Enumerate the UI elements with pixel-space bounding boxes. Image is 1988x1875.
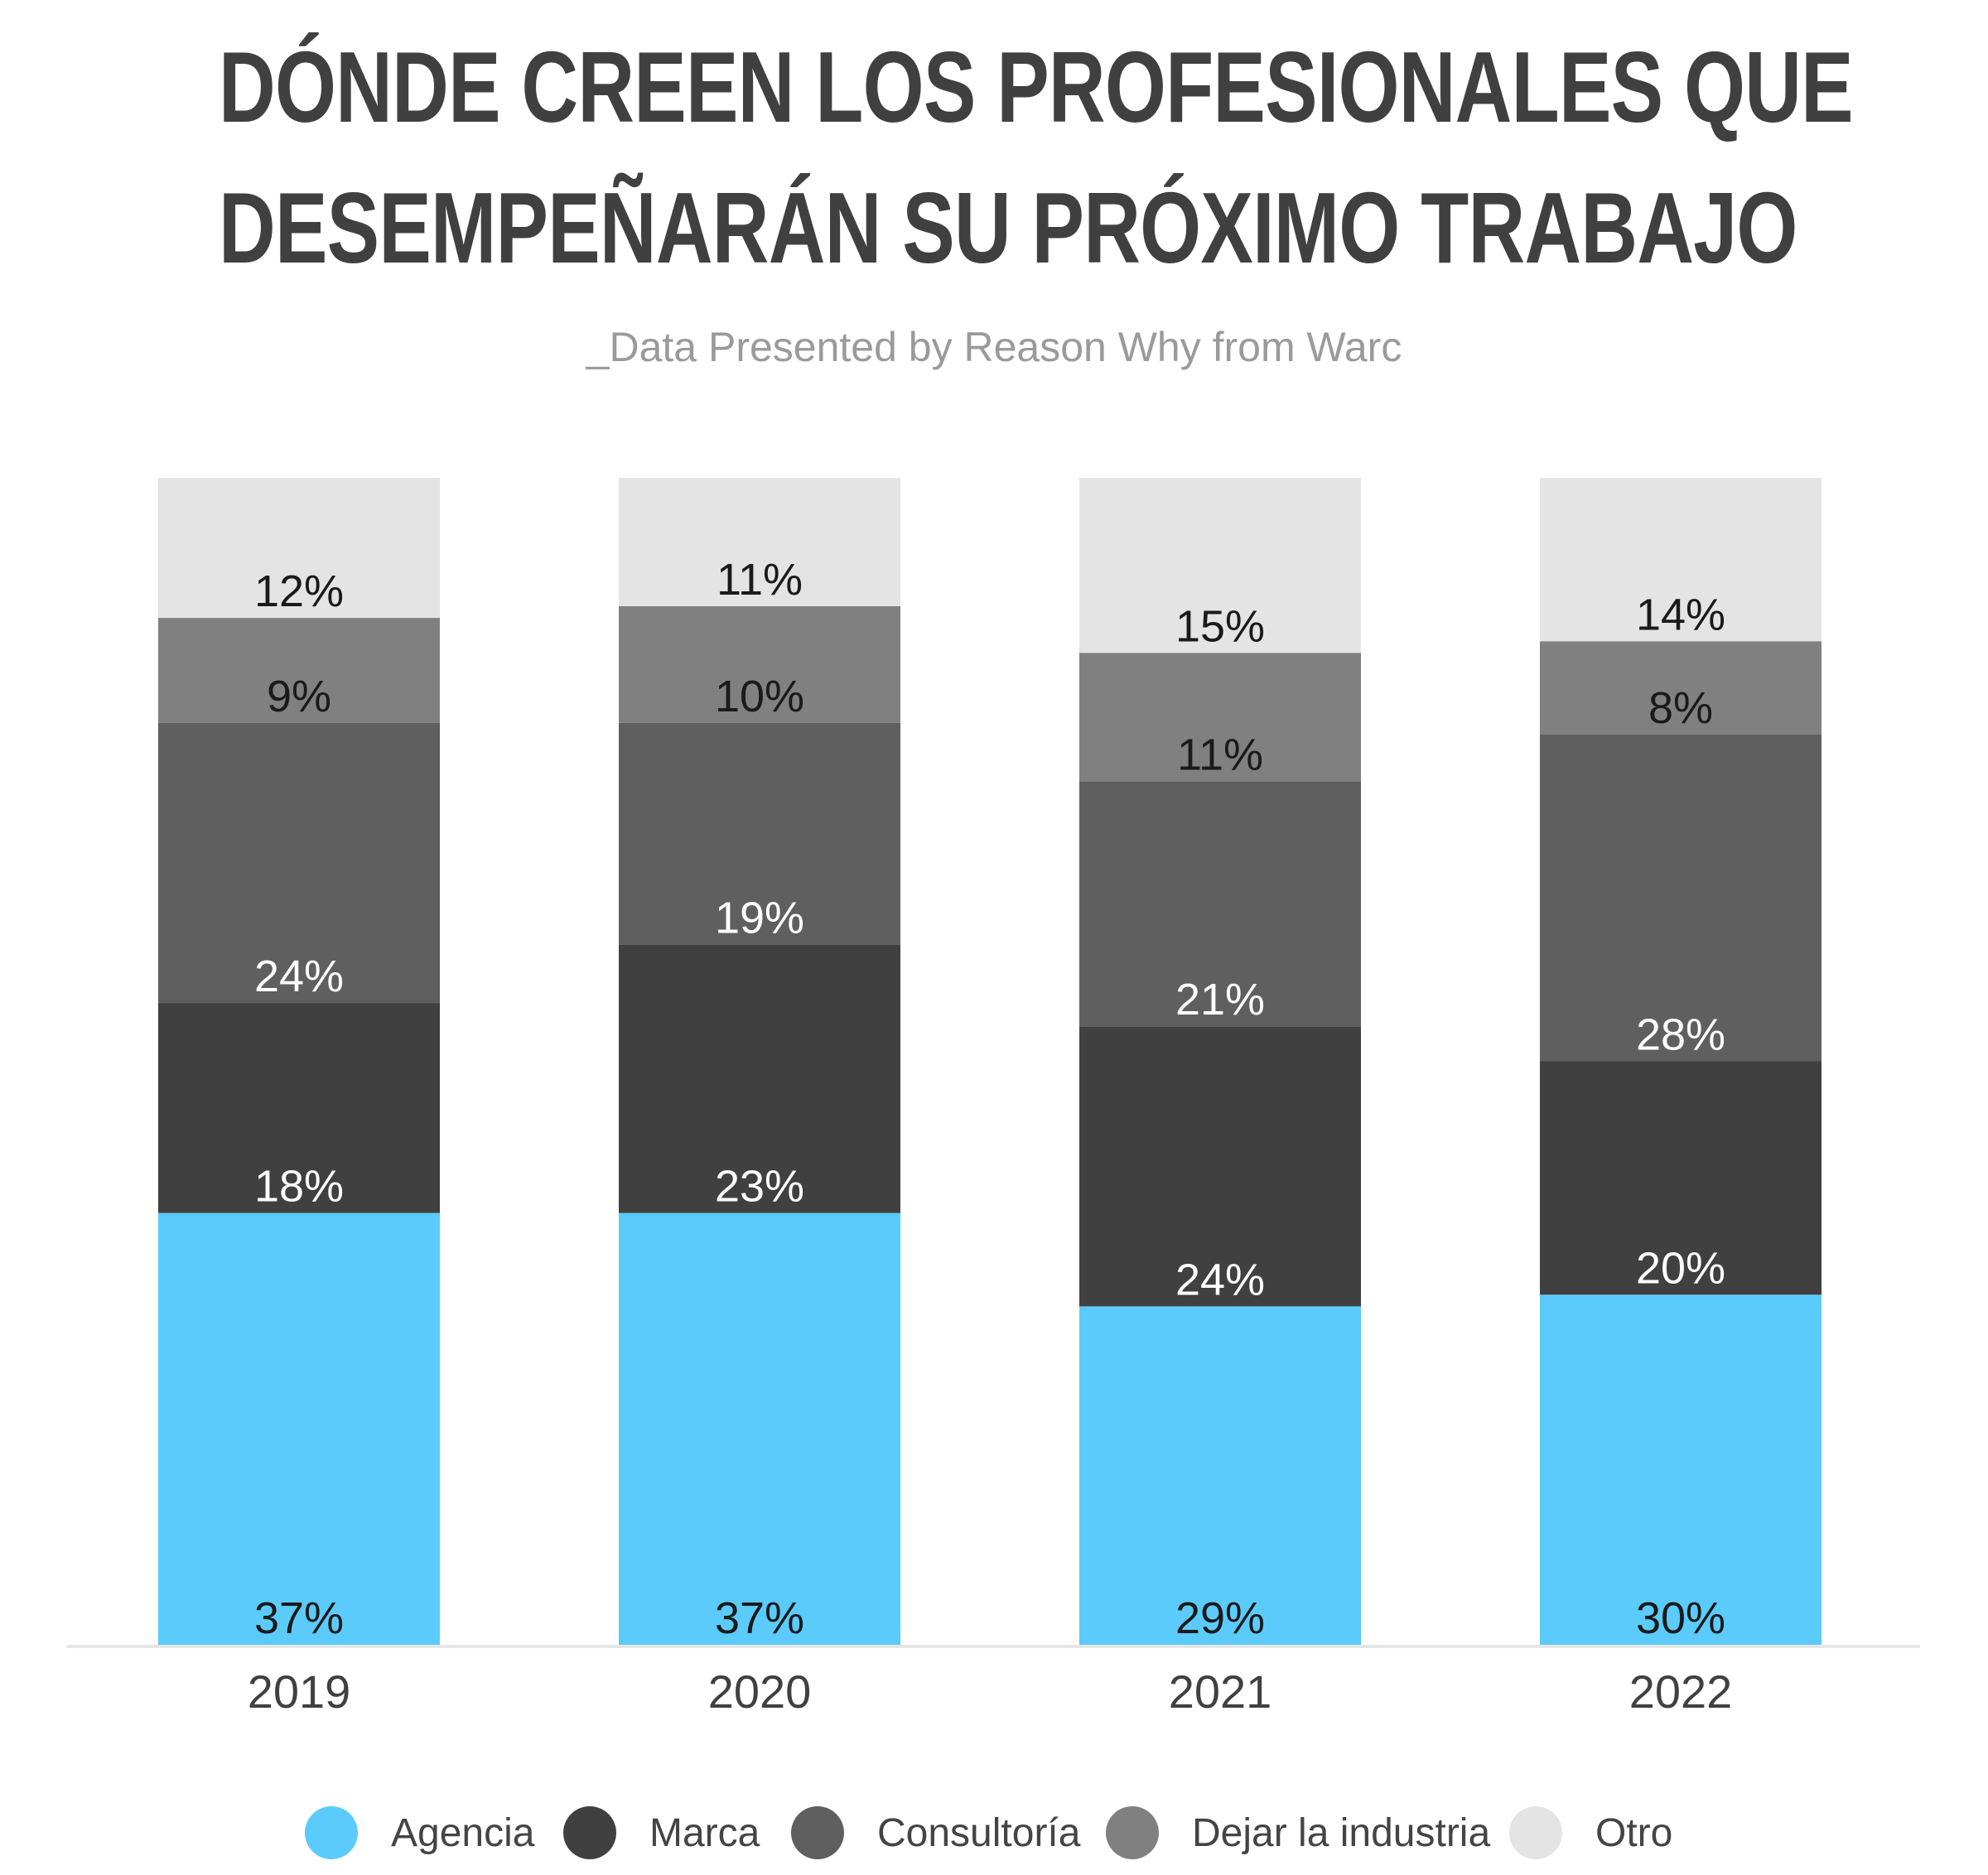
legend-label-dejar-la-industria: Dejar la industria [1192, 1810, 1491, 1855]
bar-segment-dejar-la-industria-2019 [158, 618, 440, 723]
data-label-otro-2021: 15% [1175, 601, 1265, 651]
x-tick-label-2022: 2022 [1629, 1665, 1733, 1718]
data-label-agencia-2021: 29% [1175, 1593, 1265, 1643]
bar-segment-marca-2020 [619, 944, 900, 1213]
bar-segment-agencia-2019 [158, 1212, 440, 1645]
data-label-dejar-la-industria-2022: 8% [1648, 683, 1713, 733]
bar-segment-agencia-2020 [619, 1212, 900, 1645]
data-label-marca-2020: 23% [715, 1162, 804, 1212]
legend-item-consultoria: Consultoría [791, 1795, 1080, 1870]
data-label-agencia-2019: 37% [254, 1593, 344, 1643]
data-label-otro-2019: 12% [254, 566, 344, 616]
data-label-marca-2019: 18% [254, 1162, 344, 1212]
bar-segment-agencia-2022 [1540, 1294, 1822, 1645]
legend-item-marca: Marca [563, 1795, 760, 1870]
legend-swatch-consultoria [791, 1806, 844, 1859]
legend-label-agencia: Agencia [391, 1810, 535, 1855]
bar-segment-dejar-la-industria-2022 [1540, 641, 1822, 735]
bar-segment-otro-2022 [1540, 478, 1822, 642]
data-label-dejar-la-industria-2021: 11% [1177, 730, 1263, 779]
data-label-consultoria-2022: 28% [1636, 1010, 1725, 1060]
data-label-consultoria-2020: 19% [715, 894, 804, 943]
data-label-consultoria-2021: 21% [1175, 975, 1265, 1024]
x-axis-tick-labels: 2019 2020 2021 2022 [248, 1665, 1733, 1718]
chart-title: DÓNDE CREEN LOS PROFESIONALES QUE DESEMP… [219, 17, 1854, 298]
data-label-otro-2022: 14% [1636, 590, 1725, 639]
bar-segment-otro-2021 [1079, 478, 1361, 653]
bar-segment-consultoria-2022 [1540, 734, 1822, 1062]
legend: Agencia Marca Consultoría Dejar la industri… [0, 1795, 1988, 1870]
bar-segment-otro-2020 [619, 478, 900, 606]
x-tick-label-2020: 2020 [708, 1665, 812, 1718]
legend-swatch-agencia [305, 1806, 358, 1859]
bar-segment-marca-2021 [1079, 1026, 1361, 1307]
bar-segment-marca-2019 [158, 1003, 440, 1213]
chart-title-line-1: DÓNDE CREEN LOS PROFESIONALES QUE [219, 31, 1854, 143]
bar-segment-marca-2022 [1540, 1061, 1822, 1295]
chart-subtitle: _Data Presented by Reason Why from Warc [586, 324, 1402, 370]
legend-swatch-otro [1509, 1806, 1562, 1859]
legend-item-otro: Otro [1509, 1795, 1672, 1870]
bar-segment-dejar-la-industria-2021 [1079, 653, 1361, 782]
bar-segment-dejar-la-industria-2020 [619, 605, 900, 723]
bar-segment-consultoria-2020 [619, 722, 900, 945]
x-tick-label-2019: 2019 [248, 1665, 351, 1718]
data-label-consultoria-2019: 24% [254, 952, 344, 1001]
data-label-agencia-2022: 30% [1636, 1593, 1725, 1643]
legend-label-otro: Otro [1595, 1810, 1673, 1855]
data-label-marca-2022: 20% [1636, 1243, 1725, 1293]
bar-segment-consultoria-2021 [1079, 781, 1361, 1027]
bar-segment-consultoria-2019 [158, 722, 440, 1004]
chart-title-line-2: DESEMPEÑARÁN SU PRÓXIMO TRABAJO [219, 171, 1797, 284]
data-label-agencia-2020: 37% [715, 1593, 804, 1643]
bar-segment-agencia-2021 [1079, 1306, 1361, 1645]
data-label-dejar-la-industria-2019: 9% [267, 672, 331, 721]
data-label-dejar-la-industria-2020: 10% [715, 672, 804, 721]
legend-item-agencia: Agencia [305, 1795, 534, 1870]
x-tick-label-2021: 2021 [1169, 1665, 1272, 1718]
data-label-marca-2021: 24% [1175, 1255, 1265, 1304]
legend-label-marca: Marca [649, 1810, 760, 1855]
legend-swatch-marca [563, 1806, 616, 1859]
bars-layer: 37% 18% 24% 9% 12% 37% 23% 19% 10% 11% 29% 24% 21% 11… [158, 478, 1822, 1645]
legend-swatch-dejar-la-industria [1106, 1806, 1159, 1859]
legend-label-consultoria: Consultoría [877, 1810, 1081, 1855]
bar-segment-otro-2019 [158, 478, 440, 619]
legend-item-dejar-la-industria: Dejar la industria [1106, 1795, 1490, 1870]
data-label-otro-2020: 11% [717, 555, 803, 605]
